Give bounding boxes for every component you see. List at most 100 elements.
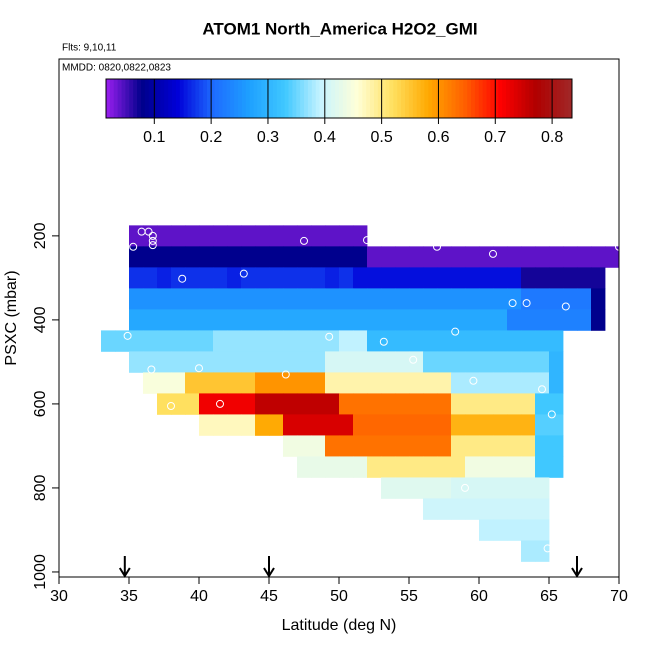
heatmap-cell (157, 393, 172, 415)
heatmap-cell (549, 372, 564, 394)
heatmap-cell (325, 267, 340, 289)
observation-point (167, 402, 175, 411)
heatmap-cell (157, 330, 172, 352)
heatmap-cell (185, 246, 200, 268)
heatmap-cell (297, 309, 312, 331)
heatmap-cell (283, 414, 298, 436)
heatmap-cell (479, 456, 494, 478)
heatmap-cell (311, 456, 326, 478)
colorbar-segment (144, 79, 150, 118)
heatmap-cell (409, 330, 424, 352)
heatmap-cell (493, 456, 508, 478)
heatmap-cell (283, 267, 298, 289)
colorbar-segment (377, 79, 383, 118)
heatmap-cell (171, 351, 186, 373)
heatmap-cell (269, 225, 284, 247)
heatmap-cell (437, 267, 452, 289)
heatmap-cell (199, 267, 214, 289)
heatmap-cell (227, 393, 242, 415)
heatmap-cell (213, 372, 228, 394)
colorbar-segment (164, 79, 169, 118)
heatmap-cell (409, 393, 424, 415)
colorbar-segment (265, 79, 270, 118)
colorbar-segment (304, 79, 309, 118)
colorbar-segment (405, 79, 410, 118)
heatmap-cell (549, 351, 564, 373)
heatmap-cell (143, 267, 158, 289)
heatmap-cell (535, 246, 550, 268)
colorbar-segment (284, 79, 290, 118)
heatmap-cell (227, 330, 242, 352)
colorbar-segment (350, 79, 356, 118)
heatmap-cell (535, 330, 550, 352)
colorbar-segment (125, 79, 130, 118)
x-tick-label: 35 (120, 588, 138, 605)
heatmap-cell (535, 414, 550, 436)
observation-point (216, 399, 224, 408)
heatmap-cell (381, 393, 396, 415)
heatmap-cell (353, 456, 368, 478)
heatmap-cell (465, 498, 480, 520)
heatmap-cell (521, 246, 536, 268)
y-tick-label: 1000 (32, 554, 49, 590)
heatmap-cell (381, 288, 396, 310)
heatmap-cell (241, 330, 256, 352)
colorbar-segment (474, 79, 480, 118)
heatmap-cell (423, 477, 438, 499)
heatmap-cell (353, 393, 368, 415)
heatmap-cell (227, 267, 242, 289)
heatmap-cell (549, 456, 564, 478)
heatmap-cell (255, 351, 270, 373)
colorbar-segment (513, 79, 519, 118)
colorbar-segment (175, 79, 181, 118)
heatmap-cell (451, 477, 466, 499)
observation-point (129, 242, 138, 251)
colorbar-segment (199, 79, 204, 118)
heatmap-cell (395, 246, 410, 268)
heatmap-cell (563, 267, 578, 289)
heatmap-cell (437, 372, 452, 394)
heatmap-cell (255, 246, 270, 268)
heatmap-cell (227, 414, 242, 436)
heatmap-cell (339, 351, 354, 373)
x-tick-label: 55 (400, 588, 418, 605)
observation-point (281, 370, 290, 379)
heatmap-cell (493, 498, 508, 520)
heatmap-cell (577, 246, 592, 268)
heatmap-cell (535, 351, 550, 373)
heatmap-cell (549, 435, 564, 457)
heatmap-cell (409, 246, 424, 268)
heatmap-cell (479, 288, 494, 310)
heatmap-cell (367, 267, 382, 289)
heatmap-cell (143, 309, 158, 331)
heatmap-cell (367, 456, 382, 478)
heatmap-cell (591, 288, 606, 310)
heatmap-cell (535, 540, 550, 562)
colorbar-segment (160, 79, 165, 118)
heatmap-cell (591, 246, 606, 268)
heatmap-cell (381, 456, 396, 478)
heatmap-cell (549, 246, 564, 268)
heatmap-cell (339, 309, 354, 331)
colorbar-segment (451, 79, 456, 118)
colorbar-segment (269, 79, 274, 118)
x-tick-label: 30 (50, 588, 68, 605)
colorbar-segment (342, 79, 348, 118)
heatmap-cell (325, 246, 340, 268)
colorbar-segment (381, 79, 387, 118)
heatmap-cell (339, 225, 354, 247)
heatmap-cell (255, 288, 270, 310)
colorbar-segment (129, 79, 134, 118)
heatmap-cell (171, 225, 186, 247)
heatmap-cell (325, 414, 340, 436)
colorbar-segment (420, 79, 425, 118)
observation-point (178, 274, 187, 283)
heatmap-cell (311, 330, 326, 352)
colorbar-segment (226, 79, 231, 118)
heatmap-cell (479, 309, 494, 331)
y-axis-label: PSXC (mbar) (3, 270, 20, 365)
x-tick-label: 45 (260, 588, 278, 605)
colorbar-segment (117, 79, 123, 118)
colorbar-segment (471, 79, 476, 118)
colorbar-segment (494, 79, 499, 118)
